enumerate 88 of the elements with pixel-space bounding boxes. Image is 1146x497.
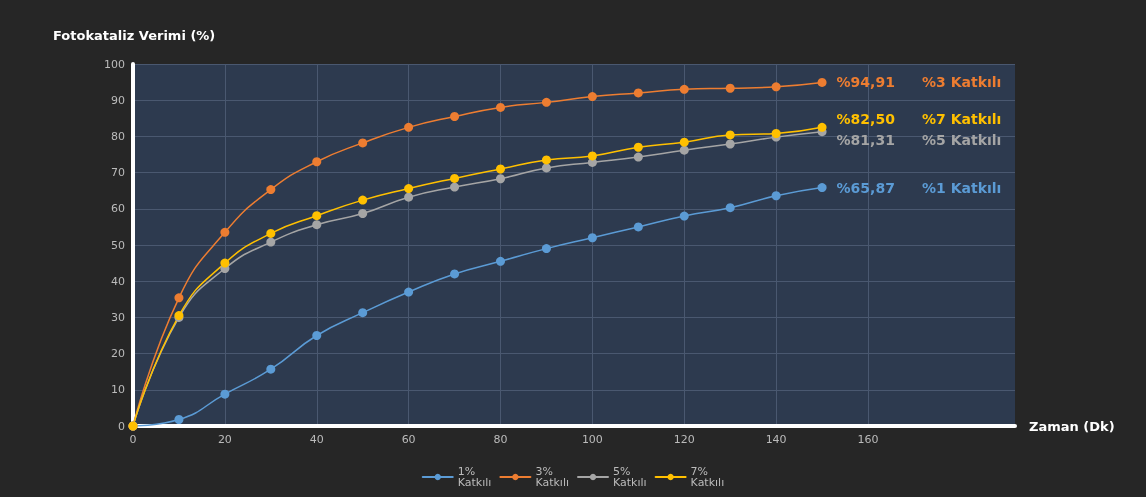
point [679, 84, 689, 94]
data-label: %65,87 [836, 179, 895, 196]
point [679, 145, 689, 155]
point [450, 269, 460, 279]
legend-label: 1% Katkılı [457, 465, 492, 489]
annotation: %7 Katkılı [922, 111, 1002, 128]
point [450, 182, 460, 192]
point [633, 142, 643, 152]
point [771, 129, 781, 138]
y-tick-label: 100 [104, 57, 125, 71]
point [404, 192, 414, 202]
data-label: %94,91 [836, 74, 895, 91]
x-tick-label: 120 [673, 433, 695, 446]
point [404, 287, 414, 297]
point [587, 92, 597, 102]
point [358, 209, 368, 218]
point [220, 389, 230, 399]
x-tick-label: 140 [765, 433, 787, 446]
x-tick-label: 0 [129, 433, 137, 446]
y-tick-label: 90 [111, 93, 125, 107]
y-tick-label: 60 [111, 202, 125, 216]
x-tick-label: 20 [217, 433, 232, 446]
point [450, 111, 460, 121]
point [496, 174, 505, 184]
point [541, 97, 551, 107]
annotation: %1 Katkılı [922, 179, 1002, 196]
point [358, 308, 368, 318]
point [266, 364, 276, 374]
point [725, 139, 735, 149]
point [771, 82, 781, 92]
point [358, 138, 368, 148]
point [312, 157, 322, 167]
point [174, 293, 184, 303]
y-tick-label: 40 [111, 274, 125, 288]
x-tick-label: 100 [581, 433, 603, 446]
x-tick-label: 60 [401, 433, 416, 446]
point [633, 222, 643, 232]
legend-label: 7% Katkılı [690, 465, 725, 489]
point [587, 151, 597, 161]
y-tick-label: 0 [118, 419, 125, 433]
point [817, 77, 827, 87]
point [541, 244, 551, 254]
point [174, 414, 184, 424]
y-tick-label: 10 [111, 383, 125, 397]
point [404, 184, 414, 194]
point [496, 256, 505, 266]
y-tick-label: 20 [111, 347, 125, 361]
annotation: %3 Katkılı [922, 74, 1002, 91]
point [266, 185, 276, 195]
x-axis-title: Zaman (Dk) [1029, 418, 1115, 434]
point [404, 122, 414, 132]
legend-label: 5% Katkılı [613, 465, 647, 489]
point [633, 88, 643, 98]
point [725, 83, 735, 93]
x-tick-label: 160 [857, 433, 879, 446]
point [817, 122, 827, 132]
point [541, 163, 551, 173]
point [725, 203, 735, 213]
point [817, 183, 827, 193]
annotation: %5 Katkılı [922, 131, 1002, 148]
point [679, 137, 689, 147]
point [496, 164, 505, 174]
point [220, 227, 230, 237]
y-tick-label: 70 [111, 166, 125, 180]
point [220, 258, 230, 268]
y-tick-label: 50 [111, 238, 125, 252]
point [358, 195, 368, 205]
y-tick-label: 80 [111, 129, 125, 143]
point [496, 102, 505, 112]
point [541, 155, 551, 165]
legend-label: 3% Katkılı [535, 465, 570, 489]
point [725, 130, 735, 140]
point [312, 220, 322, 230]
y-axis-title: Fotokataliz Verimi (%) [53, 28, 216, 43]
point [450, 173, 460, 183]
point [633, 152, 643, 162]
point [266, 228, 276, 238]
point [312, 331, 322, 340]
data-label: %82,50 [836, 111, 896, 128]
data-label: %81,31 [836, 131, 895, 148]
point [679, 211, 689, 221]
y-tick-label: 30 [111, 310, 125, 324]
point [312, 211, 322, 221]
x-tick-label: 40 [309, 433, 324, 446]
point [771, 191, 781, 201]
point [587, 233, 597, 243]
x-tick-label: 80 [493, 433, 508, 446]
point [266, 237, 276, 247]
